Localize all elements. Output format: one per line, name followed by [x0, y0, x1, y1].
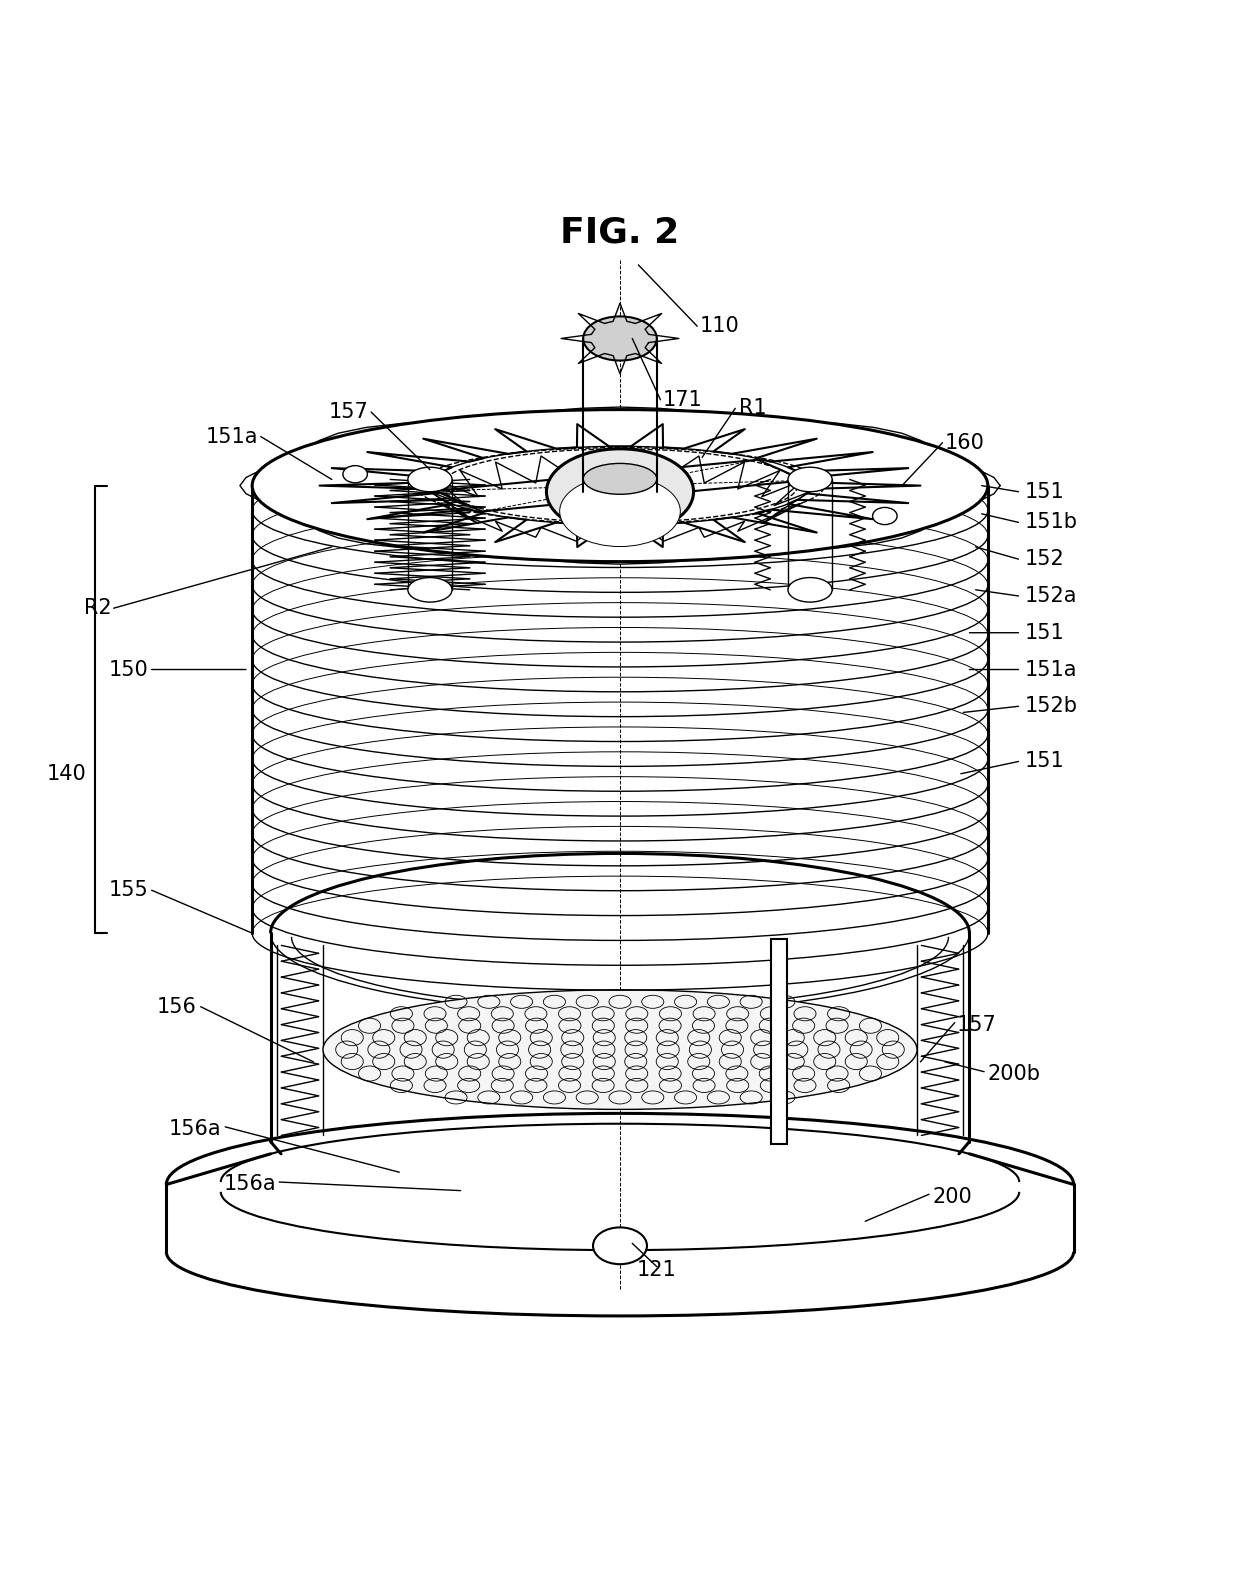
Text: 155: 155 [108, 880, 148, 901]
Ellipse shape [569, 476, 671, 536]
Text: 156a: 156a [169, 1119, 222, 1140]
Ellipse shape [873, 508, 897, 525]
Ellipse shape [588, 478, 652, 516]
Text: 157: 157 [957, 1016, 997, 1034]
Ellipse shape [593, 1228, 647, 1264]
Text: 121: 121 [637, 1261, 677, 1280]
Text: 171: 171 [663, 390, 703, 410]
Text: 152a: 152a [1024, 586, 1078, 605]
Text: 151a: 151a [1024, 660, 1078, 679]
Text: R2: R2 [83, 599, 112, 618]
Text: 110: 110 [699, 316, 739, 336]
Ellipse shape [583, 464, 657, 494]
Text: 151b: 151b [1024, 512, 1078, 533]
Text: 150: 150 [108, 660, 148, 679]
Text: 200: 200 [932, 1187, 972, 1207]
Ellipse shape [547, 450, 693, 534]
Bar [771, 938, 787, 1144]
Text: 151a: 151a [206, 426, 258, 446]
Ellipse shape [787, 467, 832, 492]
Text: 200b: 200b [988, 1064, 1040, 1085]
Ellipse shape [322, 990, 918, 1110]
Ellipse shape [598, 479, 642, 505]
Ellipse shape [787, 577, 832, 602]
Ellipse shape [583, 316, 657, 360]
Text: 151: 151 [1024, 623, 1064, 643]
Polygon shape [435, 459, 805, 511]
Ellipse shape [579, 478, 661, 525]
Text: 151: 151 [1024, 751, 1064, 772]
Ellipse shape [252, 410, 988, 561]
Text: 160: 160 [945, 432, 985, 453]
Ellipse shape [408, 467, 453, 492]
Text: 152: 152 [1024, 549, 1064, 569]
Text: 156: 156 [157, 997, 197, 1017]
Text: 140: 140 [47, 764, 87, 784]
Ellipse shape [343, 465, 367, 483]
Ellipse shape [559, 476, 681, 547]
Text: 152b: 152b [1024, 696, 1078, 717]
Text: FIG. 2: FIG. 2 [560, 215, 680, 250]
Text: 151: 151 [1024, 481, 1064, 501]
Text: 157: 157 [329, 402, 368, 421]
Ellipse shape [408, 577, 453, 602]
Text: R1: R1 [739, 398, 766, 418]
Text: 156a: 156a [224, 1174, 277, 1195]
